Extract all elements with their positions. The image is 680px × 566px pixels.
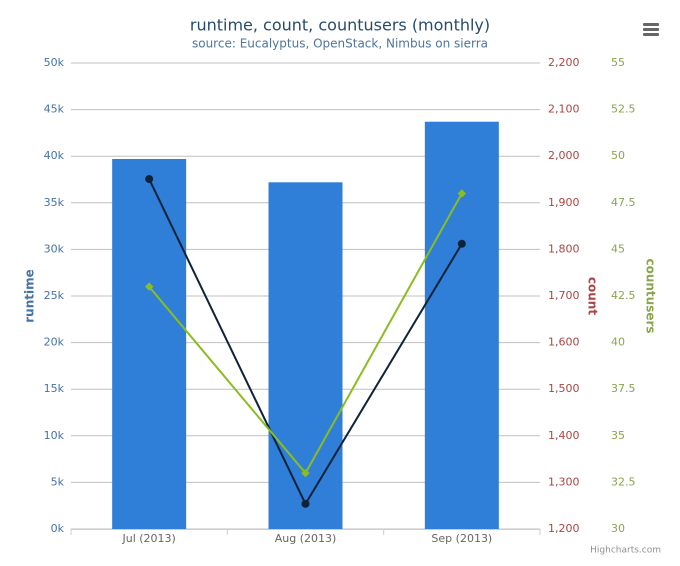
y3-tick-label: 32.5 bbox=[611, 475, 636, 488]
y3-tick-label: 40 bbox=[611, 336, 625, 349]
menu-button[interactable] bbox=[643, 23, 659, 36]
y2-tick-label: 1,400 bbox=[548, 429, 580, 442]
x-tick-label: Jul (2013) bbox=[121, 532, 175, 545]
y-tick-label: 10k bbox=[44, 429, 65, 442]
point bbox=[301, 468, 310, 478]
y3-tick-label: 55 bbox=[611, 56, 625, 69]
menu-bar bbox=[643, 33, 659, 36]
y2-axis-title: count bbox=[586, 277, 600, 315]
y-tick-label: 35k bbox=[44, 196, 65, 209]
y2-tick-label: 1,500 bbox=[548, 382, 580, 395]
x-tick-label: Sep (2013) bbox=[431, 532, 492, 545]
y3-tick-label: 30 bbox=[611, 522, 625, 535]
y-axis-title: runtime bbox=[23, 269, 37, 323]
point bbox=[457, 189, 467, 198]
point bbox=[145, 175, 154, 184]
y2-tick-label: 1,200 bbox=[548, 522, 580, 535]
y3-tick-label: 47.5 bbox=[611, 196, 636, 209]
point bbox=[301, 499, 310, 508]
y3-tick-label: 52.5 bbox=[611, 103, 636, 116]
y-tick-label: 50k bbox=[44, 56, 65, 69]
y3-tick-label: 42.5 bbox=[611, 289, 636, 302]
chart-subtitle: source: Eucalyptus, OpenStack, Nimbus on… bbox=[192, 37, 488, 51]
y3-axis-title: countusers bbox=[644, 258, 658, 333]
y-tick-label: 40k bbox=[44, 149, 65, 162]
y-tick-label: 20k bbox=[44, 336, 65, 349]
y3-tick-label: 45 bbox=[611, 242, 625, 255]
chart-title: runtime, count, countusers (monthly) bbox=[190, 16, 490, 35]
bar bbox=[424, 121, 499, 529]
y2-tick-label: 2,100 bbox=[548, 103, 580, 116]
y3-tick-label: 37.5 bbox=[611, 382, 636, 395]
menu-bar bbox=[643, 28, 659, 31]
y2-tick-label: 2,000 bbox=[548, 149, 580, 162]
point bbox=[457, 239, 466, 248]
y-tick-label: 25k bbox=[44, 289, 65, 302]
y-tick-label: 5k bbox=[51, 475, 65, 488]
y2-tick-label: 1,300 bbox=[548, 475, 580, 488]
bar bbox=[112, 158, 187, 529]
y2-tick-label: 1,600 bbox=[548, 336, 580, 349]
y2-tick-label: 1,700 bbox=[548, 289, 580, 302]
y-tick-label: 30k bbox=[44, 242, 65, 255]
y-tick-label: 15k bbox=[44, 382, 65, 395]
credits[interactable]: Highcharts.com bbox=[590, 546, 661, 556]
menu-bar bbox=[643, 23, 659, 26]
y2-tick-label: 1,900 bbox=[548, 196, 580, 209]
x-tick-label: Aug (2013) bbox=[275, 532, 337, 545]
y-tick-label: 45k bbox=[44, 103, 65, 116]
y-tick-label: 0k bbox=[51, 522, 65, 535]
y2-tick-label: 1,800 bbox=[548, 242, 580, 255]
y3-tick-label: 50 bbox=[611, 149, 625, 162]
y2-tick-label: 2,200 bbox=[548, 56, 580, 69]
point bbox=[144, 282, 154, 291]
y3-tick-label: 35 bbox=[611, 429, 625, 442]
